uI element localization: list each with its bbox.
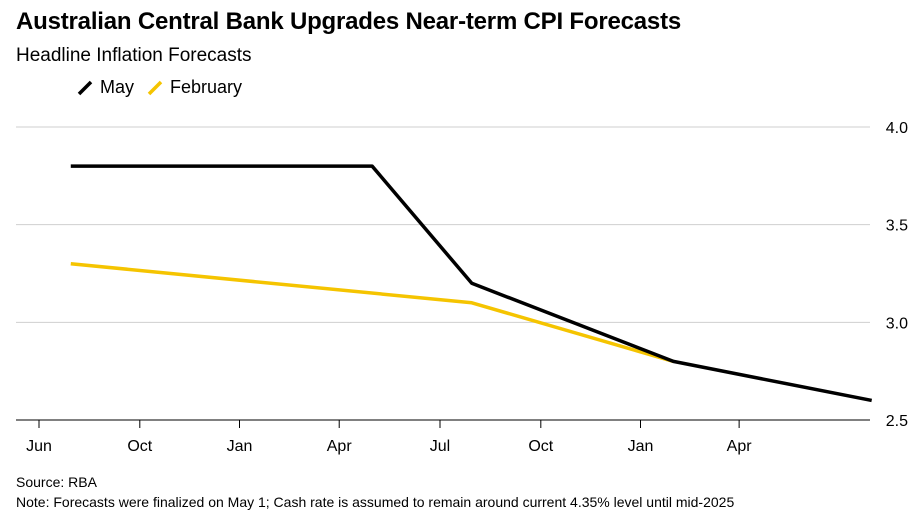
x-tick-label: Oct	[127, 438, 152, 455]
series-line-february	[70, 261, 674, 364]
y-tick-label: 2.5	[886, 413, 908, 430]
line-chart: 2.5 3.0 3.5 4.0 Jun Oct Jan Apr Jul Oct Jan Apr	[16, 120, 908, 455]
footnote: Note: Forecasts were finalized on May 1;…	[16, 494, 735, 510]
x-tick-label: Jan	[227, 438, 253, 455]
y-tick-label: 4.0	[886, 120, 908, 137]
source-note: Source: RBA	[16, 474, 97, 490]
legend-item-may: May	[76, 77, 134, 98]
legend-item-february: February	[146, 77, 242, 98]
x-tick-label: Jul	[430, 438, 450, 455]
legend-swatch-may	[77, 80, 93, 95]
y-tick-label: 3.0	[886, 315, 908, 332]
series-line-may	[70, 164, 873, 403]
x-tick-label: Oct	[528, 438, 553, 455]
x-tick-label: Apr	[327, 438, 353, 455]
chart-subtitle: Headline Inflation Forecasts	[16, 45, 252, 66]
legend: May February	[76, 77, 254, 98]
x-tick-label: Jan	[628, 438, 654, 455]
y-tick-label: 3.5	[886, 218, 908, 235]
chart-title: Australian Central Bank Upgrades Near-te…	[16, 8, 682, 35]
x-tick-label: Jun	[26, 438, 52, 455]
legend-swatch-february	[147, 80, 163, 95]
legend-label-may: May	[100, 77, 135, 97]
legend-label-february: February	[170, 77, 243, 97]
x-tick-label: Apr	[727, 438, 753, 455]
